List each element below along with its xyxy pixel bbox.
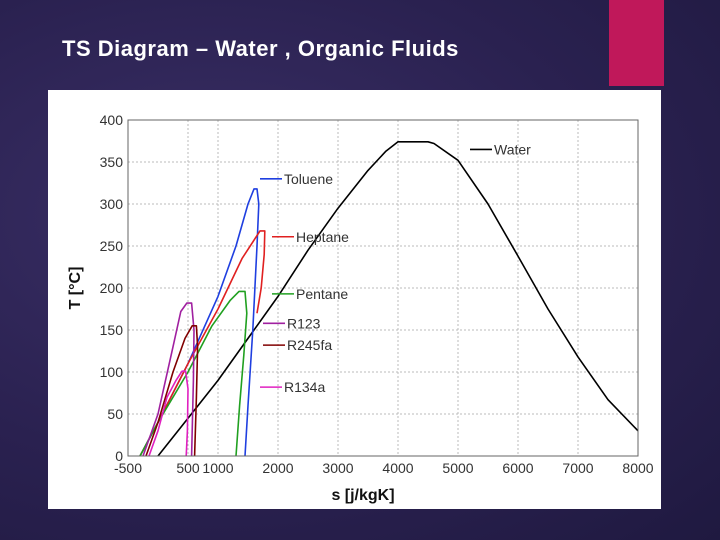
legend-label-toluene: Toluene xyxy=(284,171,333,187)
y-tick-label: 200 xyxy=(100,280,124,296)
y-tick-label: 250 xyxy=(100,238,124,254)
chart-panel: Water Toluene Heptane Pentane R123 R245fa R134… xyxy=(48,90,661,509)
legend-label-r245fa: R245fa xyxy=(287,337,332,353)
y-axis-label: T [°C] xyxy=(67,267,84,310)
x-tick-label: 500 xyxy=(176,460,200,476)
grid xyxy=(127,119,639,457)
x-tick-label: 8000 xyxy=(622,460,653,476)
series-line-pentane xyxy=(139,290,248,457)
x-tick-label: 5000 xyxy=(442,460,473,476)
x-tick-label: 6000 xyxy=(502,460,533,476)
plot-frame xyxy=(127,119,639,457)
series-line-water xyxy=(157,141,639,457)
legend-label-r123: R123 xyxy=(287,315,321,331)
legend-label-heptane: Heptane xyxy=(296,229,349,245)
tick-labels: -500 500 1000 2000 3000 4000 5000 6000 7000 8000 0… xyxy=(100,112,654,476)
legend-label-water: Water xyxy=(494,141,531,157)
y-tick-label: 150 xyxy=(100,322,124,338)
y-tick-label: 50 xyxy=(107,406,123,422)
x-axis-label: s [j/kgK] xyxy=(331,487,394,504)
y-tick-label: 100 xyxy=(100,364,124,380)
series-line-r123 xyxy=(142,302,195,457)
y-tick-label: 300 xyxy=(100,196,124,212)
series-line-r134a xyxy=(148,370,189,457)
slide-title: TS Diagram – Water , Organic Fluids xyxy=(62,36,459,61)
ts-chart: Water Toluene Heptane Pentane R123 R245fa R134… xyxy=(67,112,654,504)
x-tick-label: 1000 xyxy=(202,460,233,476)
x-tick-label: 2000 xyxy=(262,460,293,476)
x-tick-label: 4000 xyxy=(382,460,413,476)
series-lines xyxy=(139,141,639,457)
legend: Water Toluene Heptane Pentane R123 R245fa R134… xyxy=(260,141,531,395)
legend-label-r134a: R134a xyxy=(284,379,325,395)
series-line-heptane xyxy=(139,230,266,457)
series-line-r245fa xyxy=(145,325,199,457)
x-tick-label: -500 xyxy=(114,460,142,476)
y-tick-label: 400 xyxy=(100,112,124,128)
y-tick-label: 350 xyxy=(100,154,124,170)
y-tick-label: 0 xyxy=(115,448,123,464)
x-tick-label: 3000 xyxy=(322,460,353,476)
x-tick-label: 7000 xyxy=(562,460,593,476)
legend-label-pentane: Pentane xyxy=(296,286,348,302)
accent-block xyxy=(609,0,664,86)
